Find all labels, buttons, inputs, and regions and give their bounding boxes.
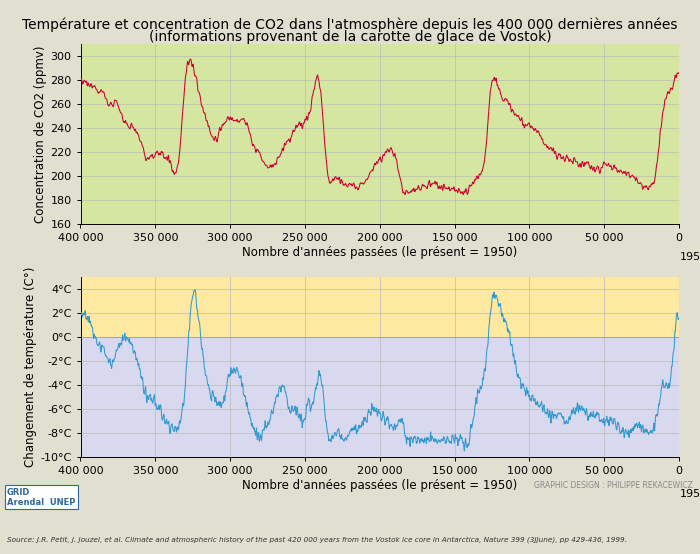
- Text: GRAPHIC DESIGN : PHILIPPE REKACEWICZ: GRAPHIC DESIGN : PHILIPPE REKACEWICZ: [534, 481, 693, 490]
- X-axis label: Nombre d'années passées (le présent = 1950): Nombre d'années passées (le présent = 19…: [242, 246, 517, 259]
- Text: GRID
Arendal  UNEP: GRID Arendal UNEP: [7, 488, 76, 507]
- Text: 1950: 1950: [680, 252, 700, 262]
- Text: 1950: 1950: [680, 490, 700, 500]
- Text: Source: J.R. Petit, J. Jouzel, et al. Climate and atmospheric history of the pas: Source: J.R. Petit, J. Jouzel, et al. Cl…: [7, 536, 627, 543]
- X-axis label: Nombre d'années passées (le présent = 1950): Nombre d'années passées (le présent = 19…: [242, 479, 517, 492]
- Text: Température et concentration de CO2 dans l'atmosphère depuis les 400 000 dernièr: Température et concentration de CO2 dans…: [22, 18, 678, 32]
- Bar: [80, 277, 679, 337]
- Text: (informations provenant de la carotte de glace de Vostok): (informations provenant de la carotte de…: [148, 30, 552, 44]
- Y-axis label: Changement de température (C°): Changement de température (C°): [25, 267, 37, 467]
- Y-axis label: Concentration de CO2 (ppmv): Concentration de CO2 (ppmv): [34, 45, 48, 223]
